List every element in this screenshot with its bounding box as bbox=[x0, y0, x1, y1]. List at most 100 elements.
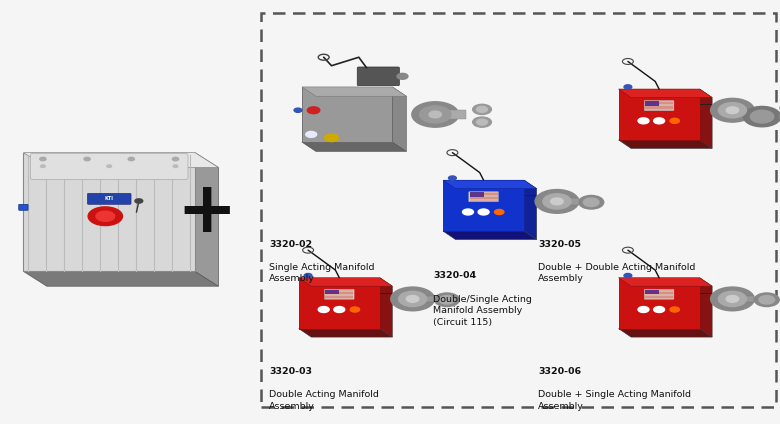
Circle shape bbox=[420, 106, 451, 123]
Circle shape bbox=[128, 157, 134, 161]
Text: 3320-05: 3320-05 bbox=[538, 240, 581, 248]
Text: Double Acting Manifold
Assembly: Double Acting Manifold Assembly bbox=[269, 390, 379, 410]
Polygon shape bbox=[619, 329, 712, 337]
FancyBboxPatch shape bbox=[87, 193, 131, 204]
Circle shape bbox=[412, 102, 459, 127]
Circle shape bbox=[173, 165, 178, 167]
Text: 3320-06: 3320-06 bbox=[538, 367, 581, 376]
Text: 3320-02: 3320-02 bbox=[269, 240, 312, 248]
Text: +: + bbox=[176, 178, 237, 246]
FancyBboxPatch shape bbox=[645, 101, 659, 106]
FancyBboxPatch shape bbox=[645, 290, 659, 294]
Polygon shape bbox=[700, 89, 712, 148]
Polygon shape bbox=[299, 329, 392, 337]
Text: Double + Single Acting Manifold
Assembly: Double + Single Acting Manifold Assembly bbox=[538, 390, 691, 410]
Circle shape bbox=[551, 198, 563, 205]
Polygon shape bbox=[740, 296, 754, 302]
Circle shape bbox=[579, 195, 604, 209]
Polygon shape bbox=[565, 198, 579, 205]
Text: Double + Double Acting Manifold
Assembly: Double + Double Acting Manifold Assembly bbox=[538, 263, 696, 283]
Circle shape bbox=[429, 111, 441, 118]
Polygon shape bbox=[700, 278, 712, 337]
Circle shape bbox=[624, 85, 632, 89]
Polygon shape bbox=[619, 278, 712, 286]
FancyBboxPatch shape bbox=[324, 289, 354, 299]
Text: 3320-03: 3320-03 bbox=[269, 367, 312, 376]
Circle shape bbox=[172, 157, 179, 161]
Polygon shape bbox=[392, 87, 406, 151]
Circle shape bbox=[654, 118, 665, 124]
Circle shape bbox=[543, 194, 571, 209]
FancyBboxPatch shape bbox=[644, 289, 674, 299]
Circle shape bbox=[477, 106, 488, 112]
Circle shape bbox=[88, 207, 122, 226]
Circle shape bbox=[397, 73, 408, 79]
Circle shape bbox=[726, 107, 739, 114]
Polygon shape bbox=[299, 278, 392, 286]
Circle shape bbox=[718, 291, 746, 307]
Polygon shape bbox=[302, 142, 406, 151]
Circle shape bbox=[473, 117, 491, 127]
Circle shape bbox=[318, 307, 329, 312]
Polygon shape bbox=[619, 89, 712, 98]
Circle shape bbox=[477, 119, 488, 125]
Text: Single Acting Manifold
Assembly: Single Acting Manifold Assembly bbox=[269, 263, 374, 283]
Circle shape bbox=[535, 190, 579, 213]
Polygon shape bbox=[524, 180, 537, 240]
Circle shape bbox=[350, 307, 360, 312]
FancyBboxPatch shape bbox=[644, 100, 674, 111]
Circle shape bbox=[759, 296, 775, 304]
Circle shape bbox=[391, 287, 434, 311]
Circle shape bbox=[294, 108, 302, 112]
Circle shape bbox=[96, 211, 115, 221]
Circle shape bbox=[726, 296, 739, 302]
Circle shape bbox=[40, 157, 46, 161]
Polygon shape bbox=[23, 153, 218, 167]
Circle shape bbox=[306, 131, 317, 137]
Polygon shape bbox=[302, 87, 392, 142]
FancyBboxPatch shape bbox=[469, 192, 498, 202]
Circle shape bbox=[473, 104, 491, 114]
Polygon shape bbox=[299, 278, 380, 329]
Circle shape bbox=[670, 118, 679, 123]
Polygon shape bbox=[380, 278, 392, 337]
Circle shape bbox=[135, 199, 143, 203]
Circle shape bbox=[743, 106, 780, 127]
Polygon shape bbox=[443, 231, 537, 240]
Polygon shape bbox=[195, 153, 218, 286]
Circle shape bbox=[495, 209, 504, 215]
Polygon shape bbox=[420, 296, 434, 302]
Polygon shape bbox=[619, 278, 700, 329]
Circle shape bbox=[107, 165, 112, 167]
Circle shape bbox=[478, 209, 489, 215]
Circle shape bbox=[307, 107, 320, 114]
Circle shape bbox=[750, 110, 774, 123]
Polygon shape bbox=[23, 271, 218, 286]
Circle shape bbox=[711, 98, 754, 122]
Circle shape bbox=[439, 296, 455, 304]
Circle shape bbox=[638, 118, 649, 124]
Circle shape bbox=[583, 198, 599, 206]
Circle shape bbox=[638, 307, 649, 312]
Polygon shape bbox=[443, 180, 524, 231]
Circle shape bbox=[711, 287, 754, 311]
Circle shape bbox=[399, 291, 427, 307]
FancyBboxPatch shape bbox=[470, 192, 484, 197]
Circle shape bbox=[670, 307, 679, 312]
Polygon shape bbox=[619, 140, 712, 148]
Text: Double/Single Acting
Manifold Assembly
(Circuit 115): Double/Single Acting Manifold Assembly (… bbox=[433, 295, 532, 326]
Circle shape bbox=[324, 134, 339, 142]
Text: KTI: KTI bbox=[105, 196, 114, 201]
Circle shape bbox=[718, 103, 746, 118]
FancyBboxPatch shape bbox=[19, 204, 28, 210]
Circle shape bbox=[304, 273, 312, 278]
Polygon shape bbox=[23, 153, 195, 271]
Circle shape bbox=[654, 307, 665, 312]
Circle shape bbox=[406, 296, 419, 302]
FancyBboxPatch shape bbox=[357, 67, 399, 86]
Circle shape bbox=[754, 293, 779, 307]
Polygon shape bbox=[619, 89, 700, 140]
Circle shape bbox=[41, 165, 45, 167]
Circle shape bbox=[463, 209, 473, 215]
Circle shape bbox=[448, 176, 456, 180]
